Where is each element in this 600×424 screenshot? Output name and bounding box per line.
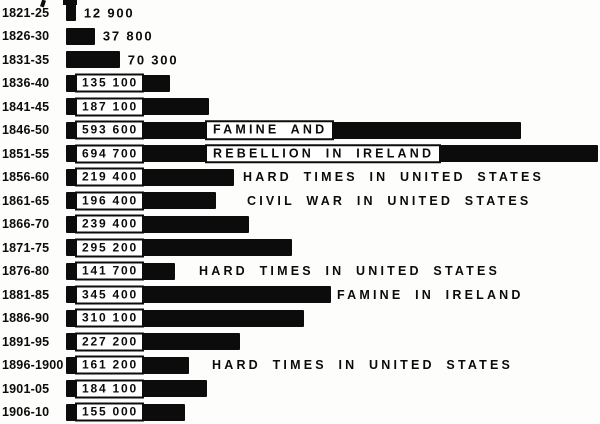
chart-row: 1841-45 187 100: [0, 95, 600, 119]
period-label: 1901-05: [2, 381, 50, 396]
value-label: 239 400: [75, 214, 144, 234]
bar-area: 694 700 REBELLION IN IRELAND: [66, 144, 600, 164]
value-label: 161 200: [75, 355, 144, 375]
bar-area: 295 200: [66, 238, 600, 258]
annotation-hard-times-in-united-states: HARD TIMES IN UNITED STATES: [243, 170, 545, 185]
bar: [66, 51, 120, 69]
scan-artifact: [63, 0, 77, 5]
annotation-rebellion-in-ireland: REBELLION IN IRELAND: [205, 144, 442, 164]
bar-area: 12 900: [66, 4, 600, 22]
chart-row: 1906-10 155 000: [0, 401, 600, 424]
value-label: 310 100: [75, 308, 144, 328]
value-label: 295 200: [75, 238, 144, 258]
bar-area: 187 100: [66, 97, 600, 117]
bar-area: 310 100: [66, 308, 600, 328]
period-label: 1856-60: [2, 170, 50, 185]
value-label: 141 700: [75, 261, 144, 281]
value-label: 694 700: [75, 144, 144, 164]
period-label: 1841-45: [2, 99, 50, 114]
period-label: 1821-25: [2, 5, 50, 20]
period-label: 1886-90: [2, 311, 50, 326]
bar-area: 219 400 HARD TIMES IN UNITED STATES: [66, 167, 600, 187]
chart-row: 1896-1900 161 200 HARD TIMES IN UNITED STA…: [0, 354, 600, 378]
period-label: 1871-75: [2, 240, 50, 255]
value-label: 345 400: [75, 285, 144, 305]
period-label: 1861-65: [2, 193, 50, 208]
chart-row: 1846-50 593 600 FAMINE AND: [0, 119, 600, 143]
period-label: 1866-70: [2, 217, 50, 232]
annotation-hard-times-in-united-states: HARD TIMES IN UNITED STATES: [212, 358, 514, 373]
chart-row: 1836-40 135 100: [0, 72, 600, 96]
chart-row: 1821-25 12 900: [0, 1, 600, 25]
value-label: 155 000: [75, 402, 144, 422]
value-label: 184 100: [75, 379, 144, 399]
period-label: 1846-50: [2, 123, 50, 138]
annotation-famine-and: FAMINE AND: [205, 120, 335, 140]
period-label: 1906-10: [2, 405, 50, 420]
chart-row: 1831-35 70 300: [0, 48, 600, 72]
bar-area: 155 000: [66, 402, 600, 422]
bar: [66, 4, 76, 22]
chart-row: 1856-60 219 400 HARD TIMES IN UNITED STATE…: [0, 166, 600, 190]
value-label: 219 400: [75, 167, 144, 187]
period-label: 1826-30: [2, 29, 50, 44]
value-label: 37 800: [102, 28, 154, 44]
value-label: 187 100: [75, 97, 144, 117]
annotation-civil-war-in-united-states: CIVIL WAR IN UNITED STATES: [247, 193, 532, 208]
bar-area: 593 600 FAMINE AND: [66, 120, 600, 140]
value-label: 593 600: [75, 120, 144, 140]
value-label: 70 300: [127, 52, 179, 68]
chart-row: 1871-75 295 200: [0, 236, 600, 260]
bar-area: 70 300: [66, 51, 600, 69]
annotation-hard-times-in-united-states: HARD TIMES IN UNITED STATES: [199, 264, 501, 279]
bar-area: 161 200 HARD TIMES IN UNITED STATES: [66, 355, 600, 375]
period-label: 1876-80: [2, 264, 50, 279]
bar-area: 184 100: [66, 379, 600, 399]
period-label: 1896-1900: [2, 358, 64, 373]
value-label: 12 900: [83, 5, 135, 21]
bar-area: 239 400: [66, 214, 600, 234]
period-label: 1891-95: [2, 334, 50, 349]
bar-area: 345 400 FAMINE IN IRELAND: [66, 285, 600, 305]
bar-area: 37 800: [66, 27, 600, 45]
bar-area: 227 200: [66, 332, 600, 352]
bar: [66, 27, 95, 45]
chart-row: 1851-55 694 700 REBELLION IN IRELAND: [0, 142, 600, 166]
bar-area: 196 400 CIVIL WAR IN UNITED STATES: [66, 191, 600, 211]
bar-area: 135 100: [66, 73, 600, 93]
period-label: 1851-55: [2, 146, 50, 161]
value-label: 227 200: [75, 332, 144, 352]
period-label: 1836-40: [2, 76, 50, 91]
chart-row: 1866-70 239 400: [0, 213, 600, 237]
chart-row: 1891-95 227 200: [0, 330, 600, 354]
chart-row: 1876-80 141 700 HARD TIMES IN UNITED STATE…: [0, 260, 600, 284]
chart-row: 1881-85 345 400 FAMINE IN IRELAND: [0, 283, 600, 307]
chart-row: 1901-05 184 100: [0, 377, 600, 401]
period-label: 1831-35: [2, 52, 50, 67]
chart-row: 1826-30 37 800: [0, 25, 600, 49]
chart-row: 1886-90 310 100: [0, 307, 600, 331]
value-label: 196 400: [75, 191, 144, 211]
chart-row: 1861-65 196 400 CIVIL WAR IN UNITED STATES: [0, 189, 600, 213]
annotation-famine-in-ireland: FAMINE IN IRELAND: [337, 287, 524, 302]
period-label: 1881-85: [2, 287, 50, 302]
bar-area: 141 700 HARD TIMES IN UNITED STATES: [66, 261, 600, 281]
value-label: 135 100: [75, 73, 144, 93]
